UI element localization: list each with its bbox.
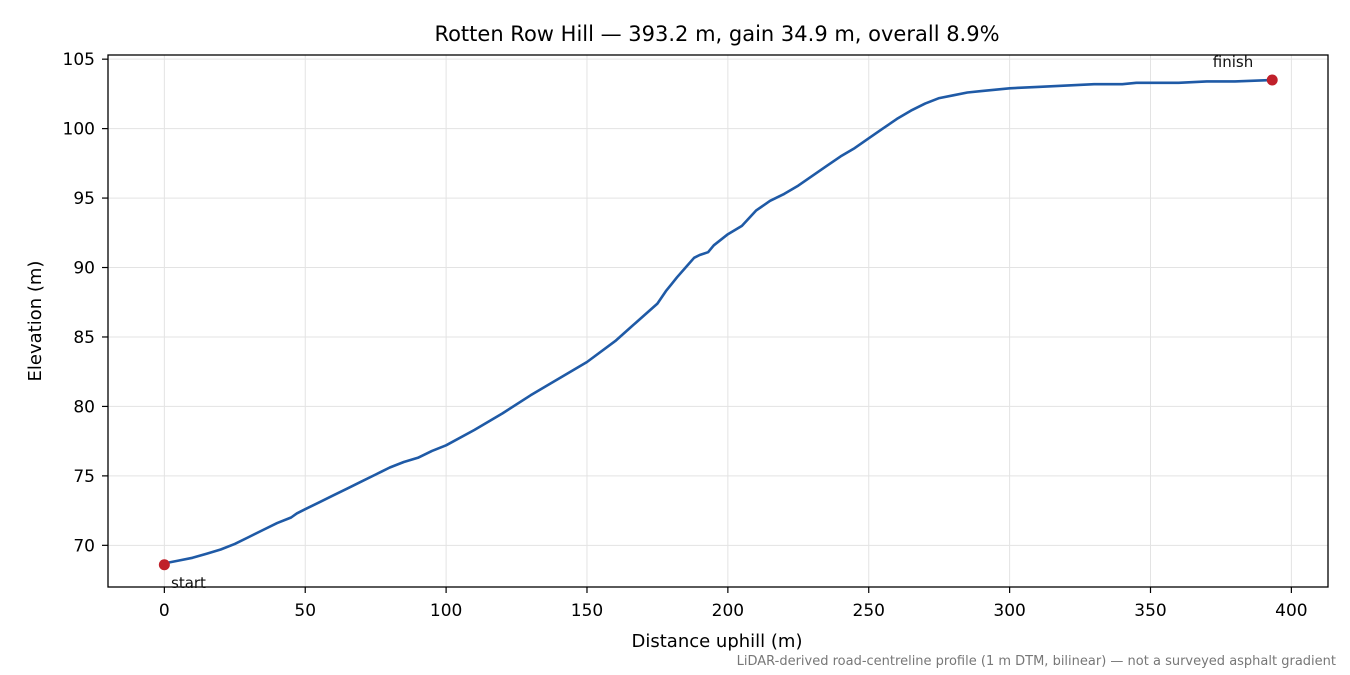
footnote: LiDAR-derived road-centreline profile (1… <box>737 654 1336 669</box>
x-tick-label: 200 <box>712 601 744 621</box>
finish-marker <box>1266 74 1278 86</box>
x-axis: 0 50 100 150 200 250 300 350 400 <box>159 587 1308 621</box>
y-tick-label: 85 <box>73 328 95 348</box>
y-axis-label: Elevation (m) <box>25 261 46 382</box>
y-tick-label: 100 <box>63 120 95 140</box>
axes-frame <box>107 54 1329 588</box>
x-tick-label: 400 <box>1275 601 1307 621</box>
x-tick-label: 50 <box>294 601 316 621</box>
x-tick-label: 100 <box>430 601 462 621</box>
x-tick-label: 350 <box>1134 601 1166 621</box>
y-tick-label: 80 <box>73 397 95 417</box>
elevation-line <box>163 78 1274 565</box>
y-tick-label: 105 <box>63 50 95 70</box>
chart-title: Rotten Row Hill — 393.2 m, gain 34.9 m, … <box>434 22 999 46</box>
y-tick-label: 70 <box>73 536 95 556</box>
start-marker <box>158 559 170 571</box>
x-tick-label: 0 <box>159 601 170 621</box>
x-axis-label: Distance uphill (m) <box>632 631 803 652</box>
plot-area <box>158 74 1278 571</box>
y-axis: 70 75 80 85 90 95 100 105 <box>63 50 108 556</box>
start-annotation: start <box>171 574 206 592</box>
x-tick-label: 250 <box>853 601 885 621</box>
y-tick-label: 75 <box>73 467 95 487</box>
finish-annotation: finish <box>1213 53 1253 71</box>
x-tick-label: 150 <box>571 601 603 621</box>
grid <box>108 55 1328 587</box>
x-tick-label: 300 <box>993 601 1025 621</box>
y-tick-label: 90 <box>73 259 95 279</box>
y-tick-label: 95 <box>73 189 95 209</box>
